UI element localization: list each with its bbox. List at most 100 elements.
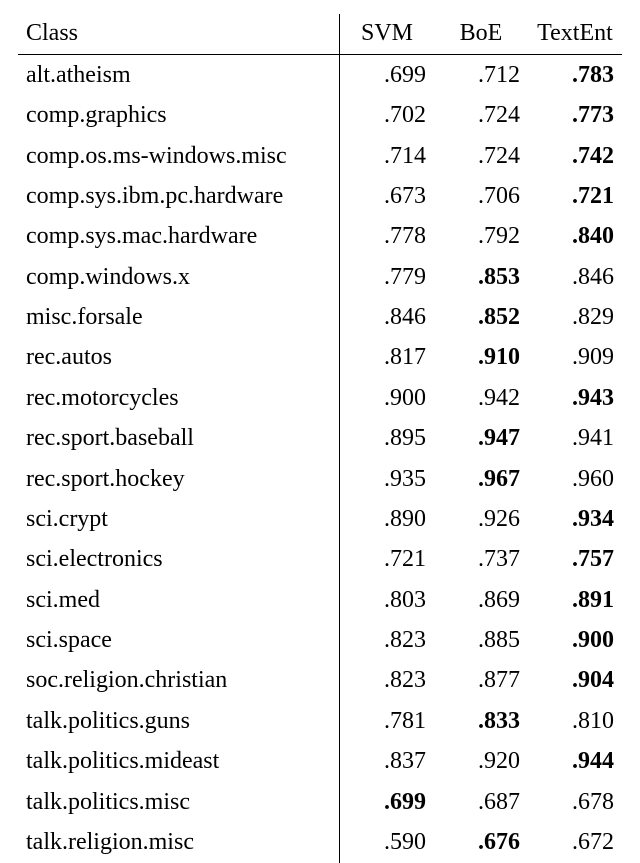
boe-cell: .910 [434, 338, 528, 378]
svm-cell: .702 [340, 96, 435, 136]
boe-cell: .687 [434, 782, 528, 822]
table-row: comp.sys.mac.hardware.778.792.840 [18, 217, 622, 257]
class-cell: talk.politics.mideast [18, 742, 340, 782]
class-cell: rec.autos [18, 338, 340, 378]
class-cell: talk.religion.misc [18, 823, 340, 863]
boe-cell: .706 [434, 177, 528, 217]
class-cell: sci.med [18, 580, 340, 620]
table-row: sci.med.803.869.891 [18, 580, 622, 620]
boe-cell: .853 [434, 257, 528, 297]
svm-cell: .779 [340, 257, 435, 297]
textent-cell: .829 [528, 298, 622, 338]
textent-cell: .810 [528, 701, 622, 741]
table-row: comp.os.ms-windows.misc.714.724.742 [18, 136, 622, 176]
textent-cell: .757 [528, 540, 622, 580]
table-row: rec.motorcycles.900.942.943 [18, 378, 622, 418]
boe-cell: .712 [434, 55, 528, 96]
class-cell: sci.electronics [18, 540, 340, 580]
svm-cell: .823 [340, 661, 435, 701]
textent-cell: .909 [528, 338, 622, 378]
class-cell: talk.politics.misc [18, 782, 340, 822]
boe-cell: .869 [434, 580, 528, 620]
svm-cell: .803 [340, 580, 435, 620]
svm-cell: .699 [340, 782, 435, 822]
class-cell: comp.graphics [18, 96, 340, 136]
svm-cell: .590 [340, 823, 435, 863]
textent-cell: .943 [528, 378, 622, 418]
textent-cell: .742 [528, 136, 622, 176]
table-row: soc.religion.christian.823.877.904 [18, 661, 622, 701]
boe-cell: .920 [434, 742, 528, 782]
class-cell: sci.crypt [18, 500, 340, 540]
svm-cell: .781 [340, 701, 435, 741]
svm-cell: .935 [340, 459, 435, 499]
svm-cell: .714 [340, 136, 435, 176]
svm-cell: .890 [340, 500, 435, 540]
table-row: talk.politics.misc.699.687.678 [18, 782, 622, 822]
class-cell: comp.sys.ibm.pc.hardware [18, 177, 340, 217]
svm-cell: .673 [340, 177, 435, 217]
table-row: comp.windows.x.779.853.846 [18, 257, 622, 297]
boe-cell: .676 [434, 823, 528, 863]
results-table-container: Class SVM BoE TextEnt alt.atheism.699.71… [0, 0, 640, 863]
table-row: talk.politics.mideast.837.920.944 [18, 742, 622, 782]
svm-cell: .778 [340, 217, 435, 257]
col-header-class: Class [18, 14, 340, 55]
table-row: comp.sys.ibm.pc.hardware.673.706.721 [18, 177, 622, 217]
textent-cell: .900 [528, 621, 622, 661]
svm-cell: .895 [340, 419, 435, 459]
table-row: rec.sport.baseball.895.947.941 [18, 419, 622, 459]
boe-cell: .926 [434, 500, 528, 540]
table-row: alt.atheism.699.712.783 [18, 55, 622, 96]
boe-cell: .852 [434, 298, 528, 338]
svm-cell: .837 [340, 742, 435, 782]
boe-cell: .967 [434, 459, 528, 499]
results-table: Class SVM BoE TextEnt alt.atheism.699.71… [18, 14, 622, 863]
textent-cell: .891 [528, 580, 622, 620]
class-cell: sci.space [18, 621, 340, 661]
col-header-svm: SVM [340, 14, 435, 55]
svm-cell: .721 [340, 540, 435, 580]
table-row: misc.forsale.846.852.829 [18, 298, 622, 338]
class-cell: rec.sport.baseball [18, 419, 340, 459]
svm-cell: .699 [340, 55, 435, 96]
svm-cell: .846 [340, 298, 435, 338]
boe-cell: .833 [434, 701, 528, 741]
class-cell: comp.os.ms-windows.misc [18, 136, 340, 176]
col-header-boe: BoE [434, 14, 528, 55]
textent-cell: .941 [528, 419, 622, 459]
textent-cell: .783 [528, 55, 622, 96]
boe-cell: .724 [434, 96, 528, 136]
class-cell: talk.politics.guns [18, 701, 340, 741]
boe-cell: .724 [434, 136, 528, 176]
svm-cell: .823 [340, 621, 435, 661]
textent-cell: .840 [528, 217, 622, 257]
boe-cell: .942 [434, 378, 528, 418]
textent-cell: .960 [528, 459, 622, 499]
table-row: talk.religion.misc.590.676.672 [18, 823, 622, 863]
col-header-textent: TextEnt [528, 14, 622, 55]
textent-cell: .846 [528, 257, 622, 297]
textent-cell: .678 [528, 782, 622, 822]
textent-cell: .773 [528, 96, 622, 136]
boe-cell: .885 [434, 621, 528, 661]
textent-cell: .721 [528, 177, 622, 217]
boe-cell: .877 [434, 661, 528, 701]
class-cell: alt.atheism [18, 55, 340, 96]
table-row: comp.graphics.702.724.773 [18, 96, 622, 136]
class-cell: rec.sport.hockey [18, 459, 340, 499]
boe-cell: .737 [434, 540, 528, 580]
textent-cell: .944 [528, 742, 622, 782]
svm-cell: .817 [340, 338, 435, 378]
class-cell: soc.religion.christian [18, 661, 340, 701]
table-row: talk.politics.guns.781.833.810 [18, 701, 622, 741]
table-header-row: Class SVM BoE TextEnt [18, 14, 622, 55]
class-cell: misc.forsale [18, 298, 340, 338]
boe-cell: .947 [434, 419, 528, 459]
boe-cell: .792 [434, 217, 528, 257]
svm-cell: .900 [340, 378, 435, 418]
textent-cell: .934 [528, 500, 622, 540]
textent-cell: .672 [528, 823, 622, 863]
table-row: sci.crypt.890.926.934 [18, 500, 622, 540]
table-row: rec.autos.817.910.909 [18, 338, 622, 378]
